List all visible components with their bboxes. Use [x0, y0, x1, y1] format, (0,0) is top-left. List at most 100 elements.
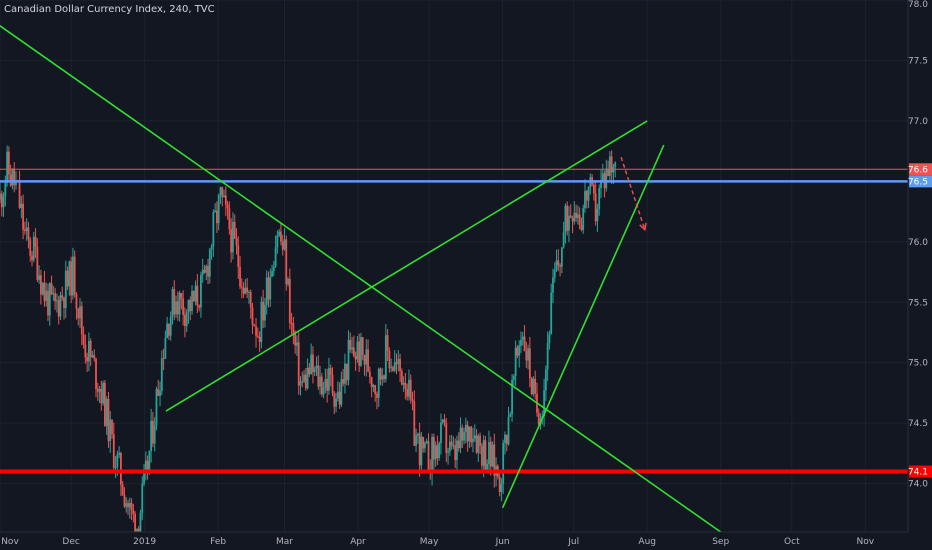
candle-body — [187, 299, 190, 313]
candle-body — [365, 349, 368, 365]
candle-body — [374, 385, 377, 395]
candle-body — [372, 385, 375, 387]
candle-body — [585, 191, 588, 201]
time-tick-label: Feb — [210, 537, 226, 547]
candle-body — [221, 187, 224, 198]
candle-body — [351, 347, 353, 350]
candle-body — [253, 324, 256, 327]
candle-body — [102, 382, 105, 404]
candle-body — [11, 168, 14, 186]
candle-body — [528, 348, 531, 379]
candle-body — [160, 358, 163, 391]
candles — [0, 145, 617, 550]
candle-body — [317, 365, 320, 387]
candle-body — [246, 287, 249, 293]
trend-line-2 — [165, 120, 648, 412]
candle-body — [130, 503, 133, 511]
candle-body — [431, 437, 433, 474]
candle-body — [0, 193, 1, 200]
candle-body — [64, 270, 67, 308]
candle-body — [31, 255, 33, 261]
candle-body — [278, 231, 281, 236]
price-axis[interactable] — [908, 0, 932, 532]
time-tick-label: Oct — [784, 537, 800, 547]
candle-body — [89, 340, 92, 358]
candle-body — [502, 442, 505, 485]
candle-body — [596, 208, 599, 222]
time-tick-label: Nov — [857, 537, 875, 547]
candle-body — [441, 419, 444, 423]
candle-body — [256, 335, 259, 337]
candle-body — [146, 460, 149, 473]
price-tag-74.1 — [909, 465, 932, 478]
candle-body — [345, 363, 348, 381]
candle-body — [333, 393, 336, 407]
candle-body — [424, 442, 426, 449]
candle-body — [185, 312, 188, 327]
candle-body — [454, 445, 457, 461]
candle-body — [255, 326, 257, 336]
candle-body — [169, 316, 172, 336]
candle-body — [112, 434, 115, 468]
candle-body — [265, 277, 268, 305]
price-tag-label: 74.1 — [908, 468, 928, 478]
candle-body — [594, 193, 597, 222]
candle-body — [587, 187, 590, 201]
candle-body — [232, 222, 234, 253]
candle-body — [320, 376, 323, 395]
candle-body — [409, 379, 412, 400]
candle-body — [13, 168, 16, 186]
candle-body — [456, 440, 458, 461]
candle-body — [598, 188, 601, 209]
candle-body — [605, 168, 608, 189]
candle-body — [566, 205, 569, 231]
candle-body — [592, 184, 595, 194]
candle-body — [226, 204, 229, 209]
candle-body — [336, 391, 339, 399]
candle-body — [292, 323, 295, 334]
candle-body — [288, 278, 291, 324]
candle-body — [608, 156, 611, 176]
candle-body — [212, 212, 215, 247]
candle-body — [66, 270, 69, 287]
candle-body — [116, 454, 119, 468]
candle-body — [86, 357, 89, 362]
time-axis[interactable] — [0, 532, 932, 550]
candle-body — [72, 256, 74, 296]
candle-body — [48, 283, 51, 316]
candle-body — [0, 193, 3, 208]
price-tick-label: 75.0 — [908, 359, 928, 369]
candle-body — [304, 374, 307, 389]
candle-body — [249, 291, 252, 308]
candle-body — [434, 445, 437, 460]
candle-body — [564, 205, 567, 233]
candle-body — [568, 215, 570, 231]
projection-arrow — [620, 156, 647, 232]
time-tick-label: Sep — [712, 537, 729, 547]
candle-body — [57, 300, 60, 317]
candle-body — [38, 275, 41, 280]
candle-body — [178, 292, 181, 315]
candle-body — [176, 301, 179, 315]
candle-body — [578, 214, 581, 226]
candle-body — [384, 335, 387, 379]
candle-body — [23, 229, 26, 232]
candle-body — [548, 334, 551, 344]
time-axis-labels: Nov Dec 2019 Feb Mar Apr May Jun Jul Aug Sep Oct Nov — [1, 537, 875, 547]
candle-body — [480, 445, 483, 466]
candle-body — [125, 503, 128, 507]
candle-body — [281, 241, 284, 250]
candle-body — [498, 476, 501, 492]
candle-body — [88, 340, 90, 362]
candle-body — [114, 467, 117, 469]
candle-body — [45, 290, 48, 301]
candle-body — [32, 236, 35, 261]
candle-body — [319, 376, 321, 387]
candle-body — [466, 424, 469, 442]
candle-body — [386, 335, 389, 352]
candle-body — [152, 420, 154, 444]
candle-body — [43, 282, 46, 301]
price-tag-76.5 — [909, 175, 932, 188]
candle-body — [505, 434, 508, 445]
